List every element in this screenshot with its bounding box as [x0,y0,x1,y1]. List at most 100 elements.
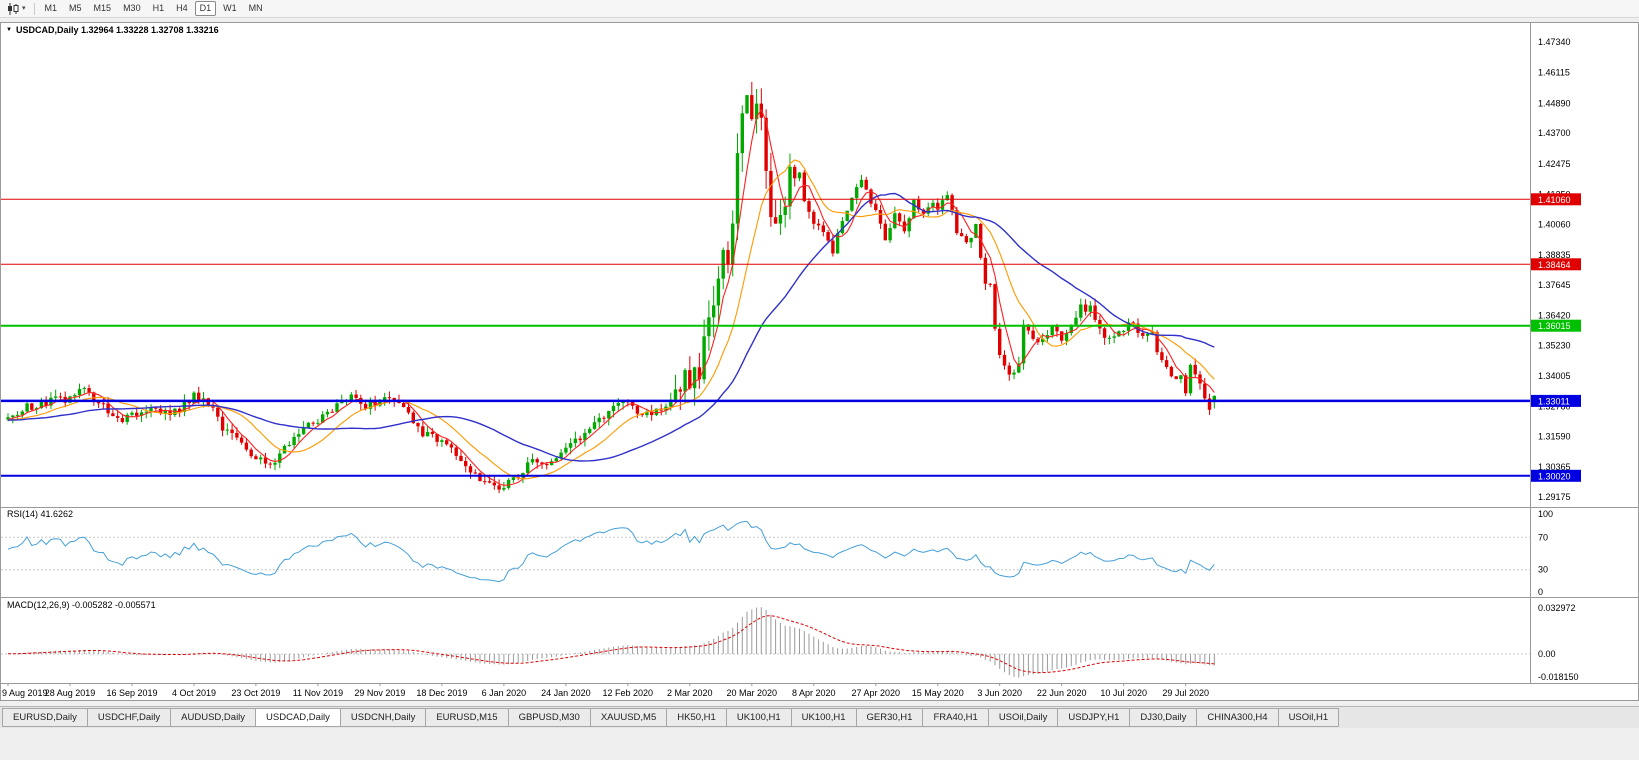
chart-tab-usdchf-daily[interactable]: USDCHF,Daily [86,708,172,727]
rsi-axis-label: 100 [1538,509,1553,519]
chart-tab-ger30-h1[interactable]: GER30,H1 [855,708,924,727]
price-line-badge [1531,258,1581,271]
macd-histogram [7,607,1215,678]
price-axis-label: 1.47340 [1538,37,1571,47]
main-chart-plot[interactable] [1,22,1529,507]
date-axis-label: 6 Jan 2020 [482,688,527,698]
ma-34-line [7,192,1215,462]
price-axis-label: 1.43700 [1538,128,1571,138]
chart-tab-gbpusd-m30[interactable]: GBPUSD,M30 [507,708,591,727]
date-axis-label: 29 Jul 2020 [1162,688,1209,698]
price-axis-label: 1.29175 [1538,492,1571,502]
chart-tab-xauusd-m5[interactable]: XAUUSD,M5 [589,708,668,727]
date-axis-label: 22 Jun 2020 [1037,688,1087,698]
timeframe-button-m15[interactable]: M15 [93,3,112,13]
chart-canvas[interactable]: 1.473401.461151.448901.437001.424751.412… [0,22,1639,701]
chart-tab-fra40-h1[interactable]: FRA40,H1 [922,708,989,727]
rsi-line [7,520,1215,583]
timeframe-buttons: M1 M5 M15 M30 H1 H4 D1 W1 MN [40,1,268,16]
rsi-panel-plot[interactable] [1,508,1529,597]
price-line-badge-label: 1.41060 [1538,195,1571,205]
chart-type-icon[interactable]: ▾ [4,1,29,16]
date-axis-label: 4 Oct 2019 [172,688,216,698]
macd-axis-label: 0.032972 [1538,603,1576,613]
macd-indicator-label: MACD(12,26,9) -0.005282 -0.005571 [7,600,156,610]
price-axis-label: 1.30365 [1538,462,1571,472]
rsi-axis-label: 30 [1538,565,1548,575]
candlestick-glyph [8,2,19,15]
timeframe-toolbar: ▾ M1 M5 M15 M30 H1 H4 D1 W1 MN [0,0,1639,18]
timeframe-button-w1[interactable]: W1 [223,3,237,13]
price-line-badge-label: 1.36015 [1538,321,1571,331]
rsi-indicator-label: RSI(14) 41.6262 [7,509,74,519]
chart-window[interactable]: 1.473401.461151.448901.437001.424751.412… [0,22,1639,701]
price-line-badge-label: 1.33011 [1538,396,1570,406]
price-axis-label: 1.35230 [1538,340,1571,350]
price-axis-label: 1.40060 [1538,219,1571,229]
rsi-axis-label: 70 [1538,532,1548,542]
date-axis-label: 3 Jun 2020 [977,688,1022,698]
time-axis[interactable] [0,684,1530,700]
chart-tab-usoil-h1[interactable]: USOil,H1 [1277,708,1340,727]
chart-tab-audusd-daily[interactable]: AUDUSD,Daily [170,708,257,727]
chart-tab-usdcad-daily[interactable]: USDCAD,Daily [255,708,341,727]
date-axis-label: 2 Mar 2020 [667,688,713,698]
price-line-badge-label: 1.30020 [1538,471,1571,481]
timeframe-button-mn[interactable]: MN [248,3,263,13]
macd-signal-line [7,615,1215,674]
date-axis-label: 16 Sep 2019 [106,688,157,698]
dropdown-caret-icon: ▾ [22,5,26,12]
chart-tab-usdcnh-daily[interactable]: USDCNH,Daily [339,708,427,727]
price-axis-label: 1.36420 [1538,311,1571,321]
timeframe-button-h4[interactable]: H4 [176,3,188,13]
date-axis-label: 24 Jan 2020 [541,688,591,698]
date-axis-label: 27 Apr 2020 [852,688,901,698]
timeframe-button-m30[interactable]: M30 [123,3,141,13]
chart-tab-eurusd-daily[interactable]: EURUSD,Daily [2,708,88,727]
chart-tab-usoil-daily[interactable]: USOil,Daily [987,708,1059,727]
timeframe-button-d1[interactable]: D1 [194,1,217,16]
chart-tab-china300-h4[interactable]: CHINA300,H4 [1196,708,1279,727]
chart-title: ▼ USDCAD,Daily 1.32964 1.33228 1.32708 1… [6,25,219,35]
chart-tab-eurusd-m15[interactable]: EURUSD,M15 [425,708,509,727]
price-axis-label: 1.46115 [1538,68,1570,78]
price-axis-label: 1.31590 [1538,432,1571,442]
chart-collapse-icon[interactable]: ▼ [6,27,12,33]
chart-title-text: USDCAD,Daily 1.32964 1.33228 1.32708 1.3… [15,25,219,35]
chart-tab-uk100-h1[interactable]: UK100,H1 [725,708,792,727]
timeframe-button-m1[interactable]: M1 [44,3,58,13]
date-axis-label: 12 Feb 2020 [603,688,654,698]
macd-axis-label: 0.00 [1538,649,1556,659]
date-axis-label: 18 Dec 2019 [416,688,467,698]
price-line-badge-label: 1.38464 [1538,260,1571,270]
macd-axis-label: -0.018150 [1538,672,1579,682]
price-axis-label: 1.34005 [1538,371,1571,381]
price-axis-label: 1.42475 [1538,159,1571,169]
price-line-badge [1531,193,1581,206]
price-line-badge [1531,319,1581,332]
price-line-badge [1531,469,1581,482]
timeframe-button-m5[interactable]: M5 [69,3,82,13]
chart-tab-uk100-h1[interactable]: UK100,H1 [790,708,857,727]
timeframe-button-h1[interactable]: H1 [152,3,165,13]
price-line-badge [1531,394,1581,407]
chart-tab-usdjpy-h1[interactable]: USDJPY,H1 [1057,708,1131,727]
chart-tab-hk50-h1[interactable]: HK50,H1 [666,708,727,727]
date-axis-label: 11 Nov 2019 [293,688,343,698]
price-axis[interactable] [1531,22,1638,683]
date-axis-label: 15 May 2020 [912,688,964,698]
macd-panel-plot[interactable] [1,598,1529,683]
date-axis-label: 8 Apr 2020 [792,688,836,698]
chart-tab-dj30-daily[interactable]: DJ30,Daily [1129,708,1198,727]
date-axis-label: 28 Aug 2019 [45,688,96,698]
date-axis-label: 9 Aug 2019 [2,688,48,698]
date-axis-label: 23 Oct 2019 [231,688,280,698]
date-axis-label: 20 Mar 2020 [727,688,778,698]
price-axis-label: 1.44890 [1538,98,1571,108]
price-axis-label: 1.37645 [1538,280,1571,290]
rsi-axis-label: 0 [1538,587,1543,597]
price-axis-label: 1.38835 [1538,250,1571,260]
date-axis-label: 10 Jul 2020 [1100,688,1147,698]
date-axis-label: 29 Nov 2019 [354,688,405,698]
candles-layer [6,81,1216,494]
